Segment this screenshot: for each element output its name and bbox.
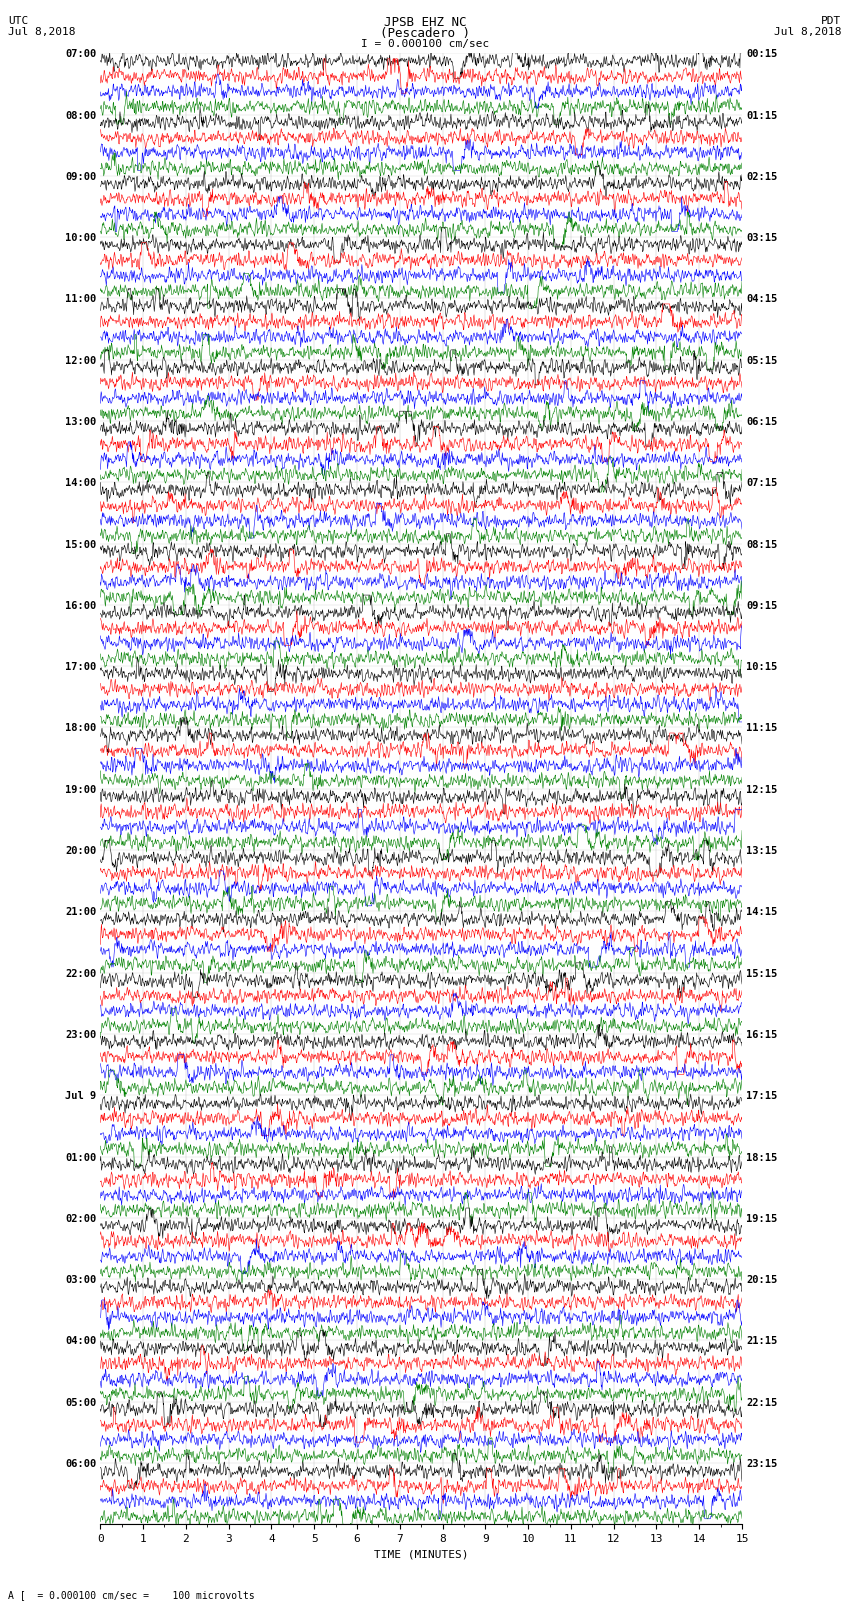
X-axis label: TIME (MINUTES): TIME (MINUTES): [374, 1550, 468, 1560]
Text: (Pescadero ): (Pescadero ): [380, 27, 470, 40]
Text: A [  = 0.000100 cm/sec =    100 microvolts: A [ = 0.000100 cm/sec = 100 microvolts: [8, 1590, 255, 1600]
Text: PDT: PDT: [821, 16, 842, 26]
Text: JPSB EHZ NC: JPSB EHZ NC: [383, 16, 467, 29]
Text: Jul 8,2018: Jul 8,2018: [8, 27, 76, 37]
Text: Jul 8,2018: Jul 8,2018: [774, 27, 842, 37]
Text: I = 0.000100 cm/sec: I = 0.000100 cm/sec: [361, 39, 489, 48]
Text: UTC: UTC: [8, 16, 29, 26]
